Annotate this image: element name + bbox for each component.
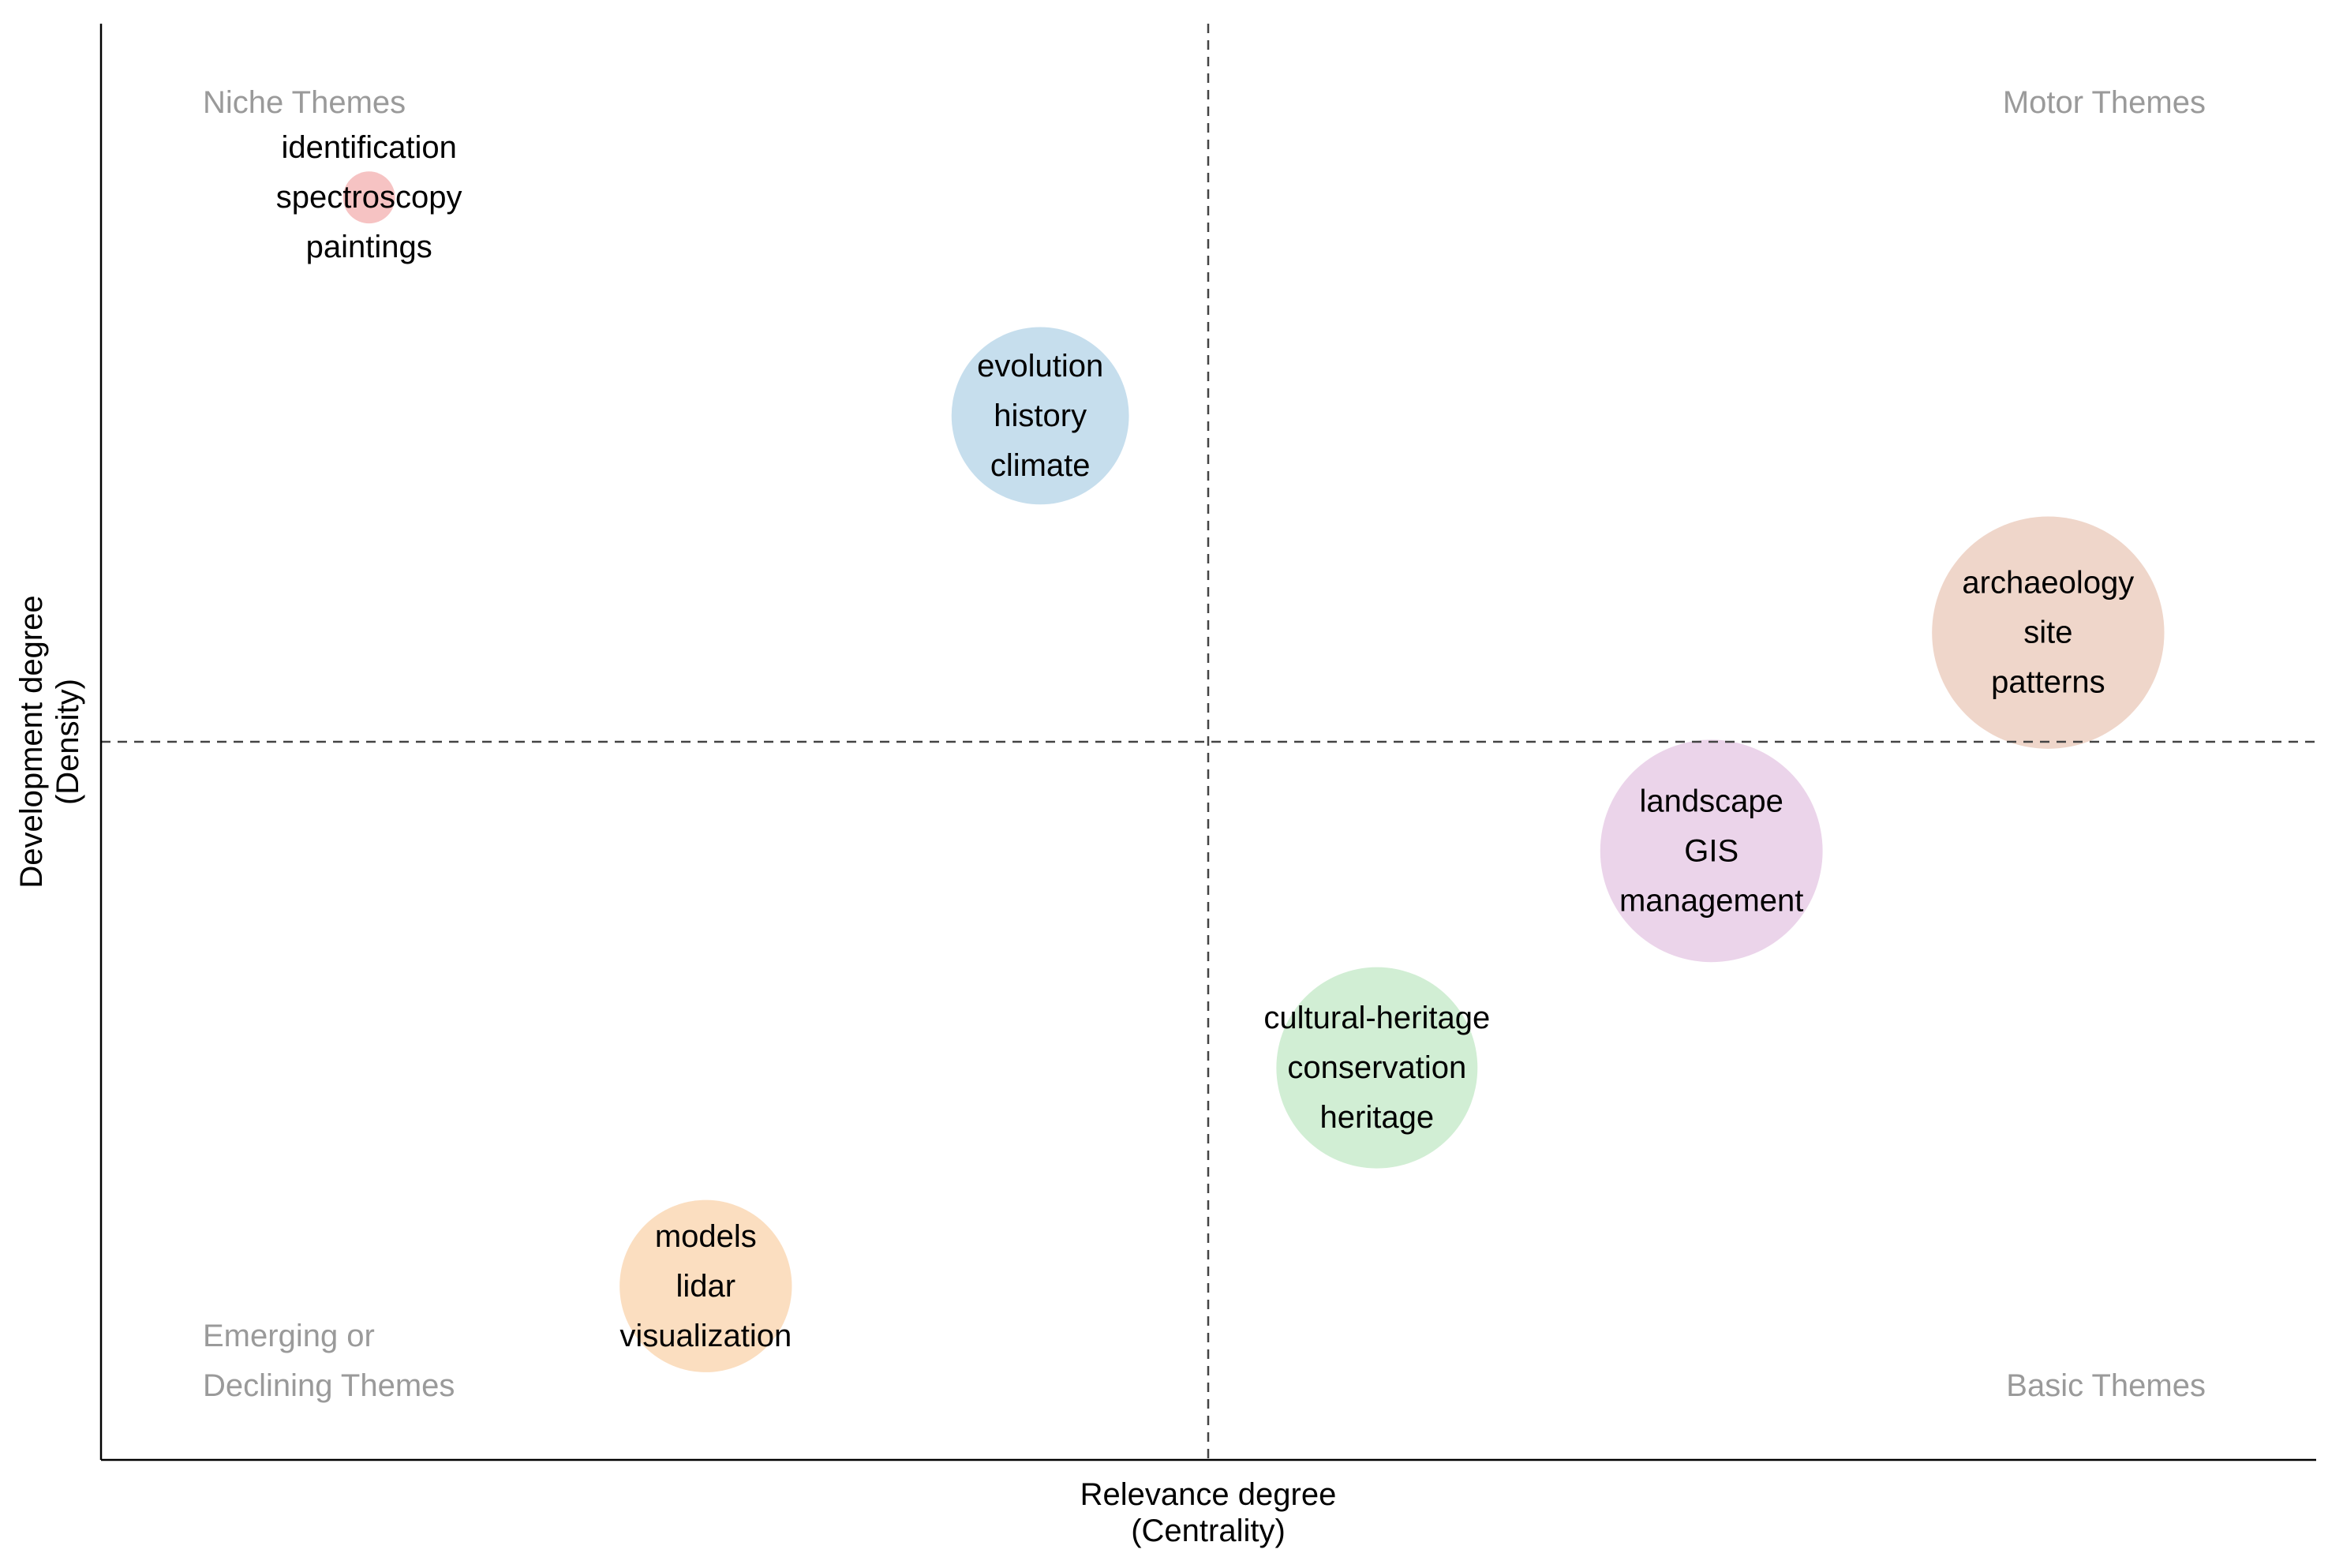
landscape-cluster-label-2: GIS [1684,833,1739,868]
evolution-cluster-label-3: climate [990,448,1091,483]
niche-cluster-bubble [342,171,395,224]
quadrant-label-bottom-left-line1: Emerging or [203,1319,375,1353]
lidar-cluster-label-3: visualization [619,1319,792,1353]
evolution-cluster-bubble [951,327,1129,505]
lidar-cluster-label-2: lidar [676,1269,736,1304]
landscape-cluster-label-1: landscape [1640,784,1783,818]
lidar-cluster-label-1: models [655,1219,757,1254]
evolution-cluster-label-2: history [994,399,1087,433]
quadrant-label-bottom-right: Basic Themes [2006,1368,2206,1403]
cultural-heritage-cluster-label-1: cultural-heritage [1263,1001,1490,1035]
y-axis-title: Development degree [14,595,49,888]
lidar-cluster-bubble [619,1199,792,1372]
cultural-heritage-cluster-label-3: heritage [1320,1100,1435,1135]
quadrant-label-top-left: Niche Themes [203,85,406,120]
archaeology-cluster-label-2: site [2023,616,2072,650]
bubbles-layer [342,171,2165,1372]
quadrant-label-top-right: Motor Themes [2003,85,2206,120]
niche-cluster-label-2: spectroscopy [276,180,462,215]
x-axis-subtitle: (Centrality) [1131,1514,1286,1548]
niche-cluster-label-3: paintings [306,230,432,264]
archaeology-cluster-label-3: patterns [1991,665,2105,700]
evolution-cluster-label-1: evolution [977,349,1103,384]
archaeology-cluster-bubble [1932,516,2165,749]
labels-layer: identification spectroscopy paintings evolu… [276,130,2135,1353]
archaeology-cluster-label-1: archaeology [1962,566,2134,601]
cultural-heritage-cluster-bubble [1276,967,1478,1169]
y-axis-subtitle: (Density) [51,679,85,805]
cultural-heritage-cluster-label-2: conservation [1287,1050,1466,1085]
y-axis-title-group: Development degree (Density) [14,595,85,888]
niche-cluster-label-1: identification [281,130,456,165]
x-axis-title: Relevance degree [1080,1477,1337,1512]
quadrant-label-bottom-left-line2: Declining Themes [203,1368,455,1403]
landscape-cluster-label-3: management [1619,883,1803,918]
landscape-cluster-bubble [1600,739,1823,963]
